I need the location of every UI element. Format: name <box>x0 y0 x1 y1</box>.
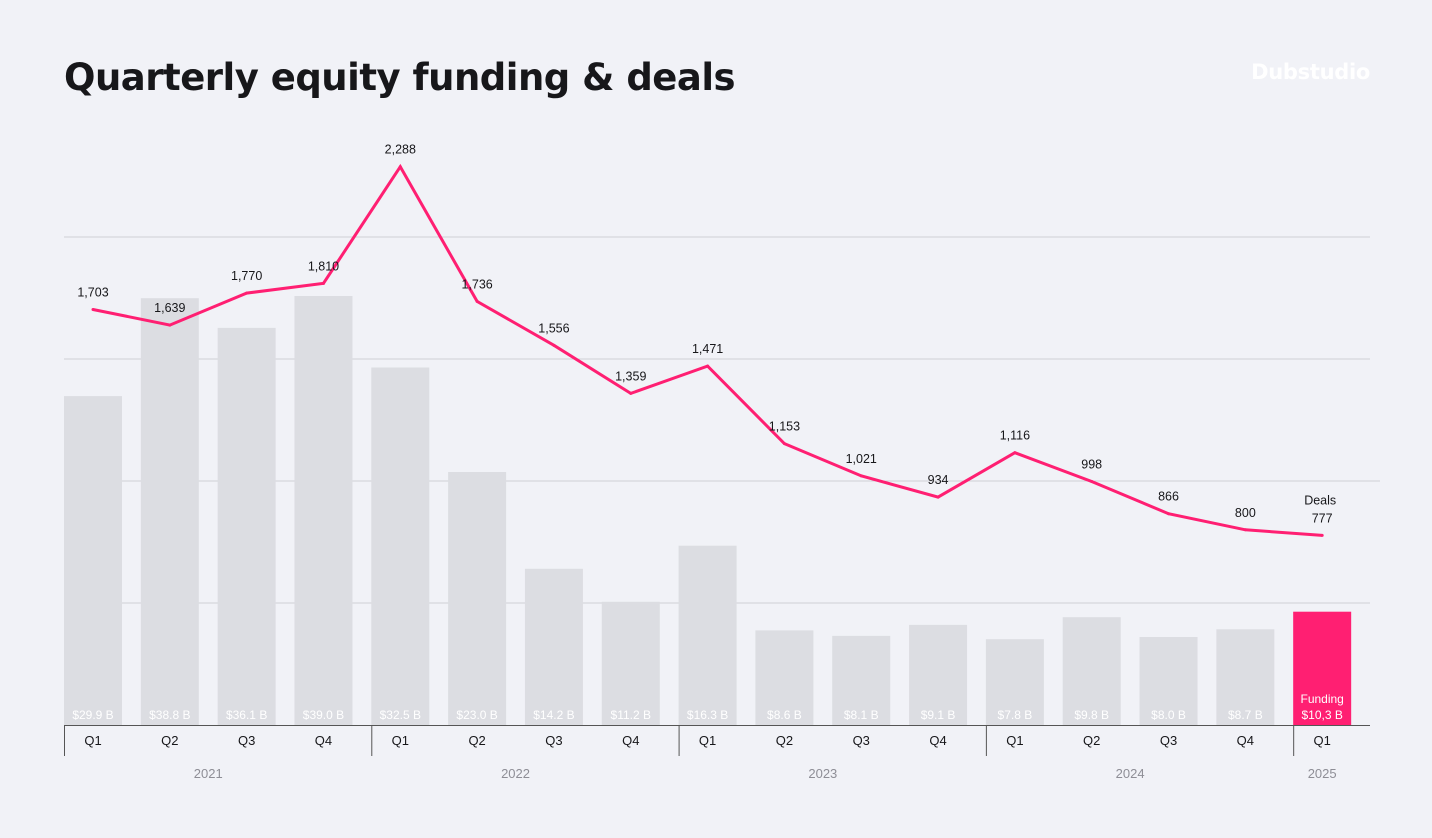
deals-point <box>475 299 479 303</box>
quarter-tick-label: Q2 <box>1083 733 1100 748</box>
funding-bar <box>217 327 276 725</box>
quarter-tick-label: Q2 <box>161 733 178 748</box>
deals-data-label: 1,471 <box>692 342 723 356</box>
funding-series-label: Funding <box>1300 692 1343 706</box>
deals-point <box>1013 451 1017 455</box>
quarter-tick-label: Q2 <box>468 733 485 748</box>
deals-data-label: 866 <box>1158 490 1179 504</box>
deals-point <box>245 291 249 295</box>
deals-data-label: 998 <box>1081 457 1102 471</box>
quarter-tick-label: Q3 <box>1160 733 1177 748</box>
deals-data-label: 1,021 <box>846 452 877 466</box>
deals-data-label: 1,770 <box>231 269 262 283</box>
quarter-tick-label: Q1 <box>392 733 409 748</box>
quarter-tick-label: Q4 <box>1237 733 1254 748</box>
quarter-tick-label: Q1 <box>84 733 101 748</box>
quarter-tick-label: Q2 <box>776 733 793 748</box>
deals-data-label: 1,639 <box>154 301 185 315</box>
funding-bar <box>755 630 814 725</box>
deals-data-label: 800 <box>1235 506 1256 520</box>
funding-bar-label: $9.8 B <box>1074 708 1109 722</box>
funding-bar <box>64 396 122 725</box>
funding-bar <box>832 635 891 725</box>
deals-point <box>1090 479 1094 483</box>
quarter-tick-label: Q1 <box>1314 733 1331 748</box>
quarter-tick-label: Q4 <box>622 733 639 748</box>
funding-bar <box>601 601 660 725</box>
deals-point <box>552 343 556 347</box>
quarter-tick-label: Q1 <box>699 733 716 748</box>
funding-bar-label: $38.8 B <box>149 708 190 722</box>
page-title: Quarterly equity funding & deals <box>64 56 736 99</box>
deals-point <box>321 281 325 285</box>
funding-bar-label: $23.0 B <box>456 708 497 722</box>
deals-data-label: 777 <box>1312 511 1333 525</box>
deals-data-label: 1,153 <box>769 420 800 434</box>
deals-data-label: 1,736 <box>461 277 492 291</box>
deals-data-label: 1,810 <box>308 259 339 273</box>
funding-bar-label: $10,3 B <box>1301 708 1342 722</box>
funding-bar <box>1293 611 1352 725</box>
year-label: 2024 <box>1116 766 1145 781</box>
brand-logo: Dubstudio <box>1251 60 1370 84</box>
deals-point <box>1243 528 1247 532</box>
quarter-tick-label: Q3 <box>238 733 255 748</box>
deals-point <box>1167 512 1171 516</box>
quarter-tick-label: Q4 <box>929 733 946 748</box>
funding-bar-label: $29.9 B <box>72 708 113 722</box>
deals-point <box>706 364 710 368</box>
funding-bar <box>140 298 199 725</box>
funding-bar-label: $16.3 B <box>687 708 728 722</box>
axis-layer: Q1 Q2 Q3 Q4 Q1 Q2 Q3 Q4 Q1 Q2 Q3 Q4 Q1 Q2 Q3 Q4 Q1 2021 20… <box>64 725 1370 781</box>
deals-data-label: 934 <box>928 473 949 487</box>
funding-bar-label: $8.0 B <box>1151 708 1186 722</box>
deals-point <box>629 391 633 395</box>
funding-bar-label: $36.1 B <box>226 708 267 722</box>
deals-data-label: 1,116 <box>1000 429 1030 443</box>
quarter-tick-label: Q3 <box>545 733 562 748</box>
funding-bar-label: $14.2 B <box>533 708 574 722</box>
year-label: 2025 <box>1308 766 1337 781</box>
funding-bar <box>678 545 737 725</box>
funding-bar-label: $9.1 B <box>921 708 956 722</box>
funding-bar <box>1216 629 1275 725</box>
deals-point <box>859 474 863 478</box>
deals-data-label: 1,703 <box>77 285 108 299</box>
deals-point <box>782 442 786 446</box>
deals-series-label: Deals <box>1304 493 1336 507</box>
deals-data-label: 1,359 <box>615 369 646 383</box>
deals-data-label: 1,556 <box>538 321 569 335</box>
funding-bar-label: $39.0 B <box>303 708 344 722</box>
funding-bar-label: $7.8 B <box>998 708 1033 722</box>
deals-point <box>91 307 95 311</box>
deals-data-label: 2,288 <box>385 143 416 157</box>
funding-bar <box>448 472 507 725</box>
funding-bar <box>524 568 583 725</box>
funding-bar-label: $8.7 B <box>1228 708 1263 722</box>
funding-bar <box>1139 637 1198 725</box>
funding-bar <box>909 624 968 725</box>
line-layer: 1,703 1,639 1,770 1,810 2,288 1,736 1,556 1,359… <box>77 143 1336 537</box>
funding-bar <box>294 296 353 725</box>
funding-bar-label: $8.1 B <box>844 708 879 722</box>
funding-bar-label: $11.2 B <box>611 708 651 722</box>
quarter-tick-label: Q4 <box>315 733 332 748</box>
year-label: 2021 <box>194 766 223 781</box>
deals-point <box>168 323 172 327</box>
funding-bar-label: $8.6 B <box>767 708 802 722</box>
deals-point <box>936 495 940 499</box>
deals-point <box>398 165 402 169</box>
quarter-tick-label: Q1 <box>1006 733 1023 748</box>
bar-layer: $29.9 B $38.8 B $36.1 B $39.0 B $32.5 B $23.0… <box>64 296 1352 725</box>
funding-bar <box>985 639 1044 725</box>
funding-bar <box>371 367 430 725</box>
funding-bar <box>1062 617 1121 725</box>
year-label: 2023 <box>808 766 837 781</box>
quarter-tick-label: Q3 <box>853 733 870 748</box>
deals-point <box>1320 533 1324 537</box>
year-label: 2022 <box>501 766 530 781</box>
funding-bar-label: $32.5 B <box>380 708 421 722</box>
